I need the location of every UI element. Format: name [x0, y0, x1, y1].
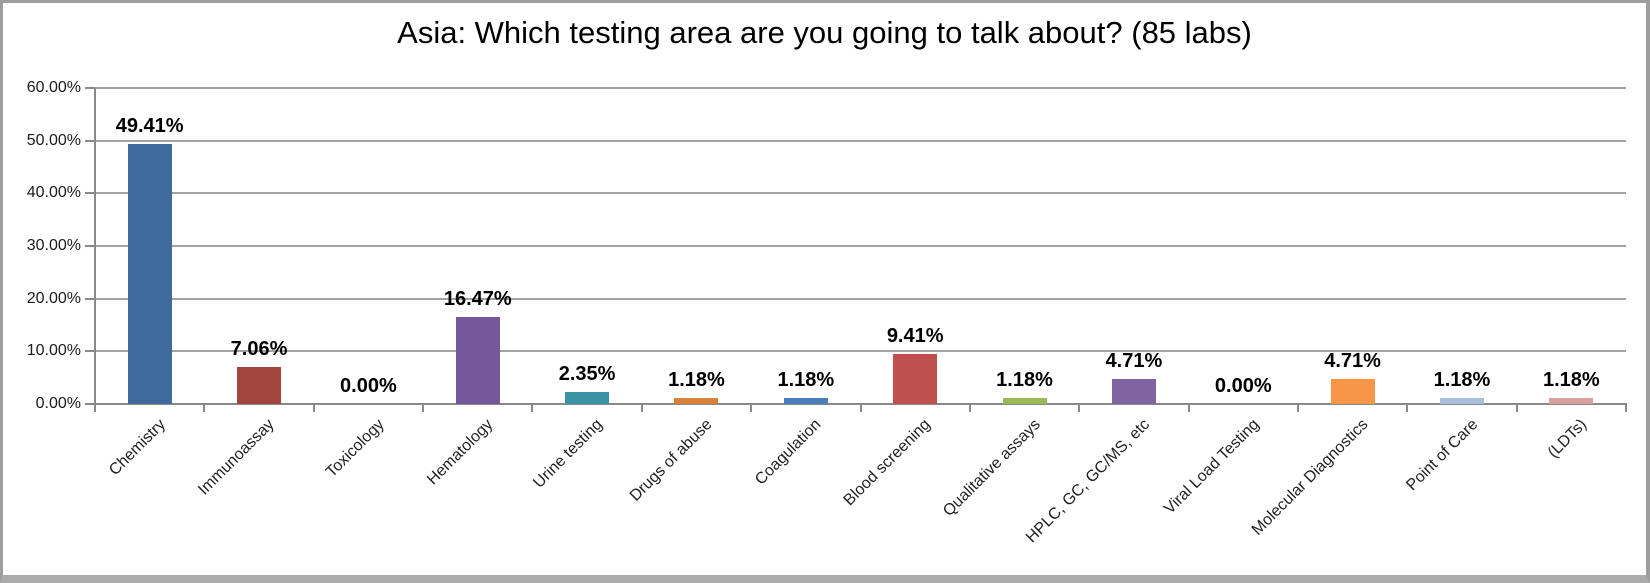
x-axis-tick — [422, 404, 425, 412]
x-axis-tick — [640, 404, 643, 412]
gridline — [95, 139, 1626, 142]
x-axis-tick — [1515, 404, 1518, 412]
y-axis-tick-label: 10.00% — [26, 342, 81, 360]
gridline — [95, 87, 1626, 89]
x-axis-tick — [531, 404, 534, 412]
x-axis-tick — [968, 404, 971, 412]
gridline — [95, 350, 1626, 353]
bar-qualitative-assays — [1003, 398, 1047, 404]
y-axis-tick-label: 60.00% — [26, 79, 81, 96]
gridline — [95, 192, 1626, 195]
y-axis-tick — [85, 403, 95, 405]
x-axis-tick — [203, 404, 206, 412]
gridline — [95, 245, 1626, 247]
x-axis-tick — [1625, 404, 1627, 412]
y-axis-tick-label: 50.00% — [26, 131, 81, 149]
y-axis-tick — [85, 192, 95, 195]
y-axis-tick-label: 20.00% — [26, 289, 81, 307]
bar-blood-screening — [893, 354, 937, 404]
bar-hplc-gc-gc-ms-etc — [1112, 379, 1156, 404]
y-axis-tick-label: 40.00% — [26, 184, 81, 202]
chart-title: Asia: Which testing area are you going t… — [397, 15, 1252, 50]
bar-immunoassay — [237, 367, 281, 404]
bar-drugs-of-abuse — [674, 398, 718, 404]
x-axis-category-label: Qualitative assays — [939, 416, 1044, 520]
bar-value-label: 1.18% — [1433, 369, 1491, 391]
y-axis-tick — [85, 87, 95, 89]
x-axis-tick — [1187, 404, 1190, 412]
x-axis-category-label: Point of Care — [1402, 416, 1481, 495]
x-axis-category-label: Blood screening — [841, 416, 935, 510]
x-axis-category-label: Coagulation — [752, 416, 825, 489]
bar-urine-testing — [565, 392, 609, 404]
x-axis-category-label: Urine testing — [530, 416, 607, 492]
bar-molecular-diagnostics — [1331, 379, 1375, 404]
bar-coagulation — [784, 398, 828, 404]
bar-value-label: 1.18% — [777, 369, 835, 391]
bar-value-label: 49.41% — [115, 115, 184, 137]
y-axis-tick — [85, 350, 95, 353]
gridline — [95, 297, 1626, 300]
x-axis-category-label: Viral Load Testing — [1160, 416, 1263, 518]
y-axis-tick-label: 30.00% — [26, 237, 81, 254]
x-axis-category-label: Chemistry — [105, 416, 169, 479]
x-axis-category-label: HPLC, GC, GC/MS, etc — [1022, 416, 1153, 547]
bar-value-label: 2.35% — [558, 363, 616, 385]
bar-hematology — [456, 317, 500, 404]
bar-value-label: 4.71% — [1105, 350, 1163, 372]
x-axis-tick — [1406, 404, 1409, 412]
x-axis-category-label: Molecular Diagnostics — [1248, 416, 1372, 539]
x-axis-category-label: Toxicology — [322, 416, 388, 481]
x-axis-tick — [312, 404, 315, 412]
x-axis-tick — [1078, 404, 1081, 412]
bar--ldts- — [1549, 398, 1593, 404]
bar-chemistry — [128, 144, 172, 404]
x-axis-tick — [859, 404, 862, 412]
bar-value-label: 16.47% — [443, 288, 512, 310]
bar-value-label: 9.41% — [886, 325, 944, 347]
y-axis-tick — [85, 139, 95, 142]
bar-value-label: 4.71% — [1324, 350, 1381, 372]
x-axis-tick — [94, 404, 96, 412]
bar-point-of-care — [1440, 398, 1484, 404]
x-axis-category-label: (LDTs) — [1545, 416, 1591, 462]
bar-value-label: 1.18% — [668, 369, 725, 391]
x-axis-category-label: Immunoassay — [195, 416, 279, 499]
bar-value-label: 1.18% — [1542, 369, 1600, 391]
bar-value-label: 0.00% — [1214, 375, 1272, 397]
x-axis-category-label: Hematology — [424, 416, 497, 489]
bar-value-label: 1.18% — [996, 369, 1053, 391]
y-axis-tick — [85, 297, 95, 300]
y-axis-line — [94, 88, 96, 404]
y-axis-tick — [85, 245, 95, 247]
bar-value-label: 0.00% — [340, 375, 397, 397]
x-axis-tick — [1296, 404, 1299, 412]
y-axis-tick-label: 0.00% — [35, 395, 81, 412]
x-axis-category-label: Drugs of abuse — [626, 416, 716, 505]
x-axis-tick — [750, 404, 753, 412]
bar-value-label: 7.06% — [230, 338, 288, 360]
